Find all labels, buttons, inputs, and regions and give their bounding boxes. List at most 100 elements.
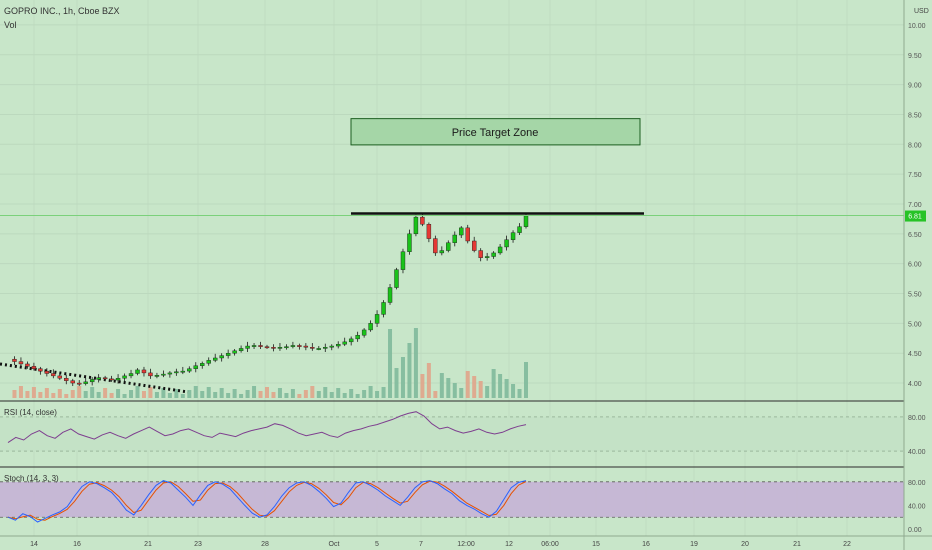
candle[interactable] xyxy=(452,231,457,247)
candle[interactable] xyxy=(64,374,69,385)
candle[interactable] xyxy=(355,331,360,342)
candle[interactable] xyxy=(206,357,211,366)
candle[interactable] xyxy=(297,343,302,350)
candle[interactable] xyxy=(25,361,30,369)
candle[interactable] xyxy=(342,337,347,347)
last-price-badge[interactable] xyxy=(905,210,926,222)
candle[interactable] xyxy=(258,341,263,350)
candle-body xyxy=(368,323,373,331)
candle[interactable] xyxy=(161,370,166,378)
candle[interactable] xyxy=(180,366,186,375)
candle[interactable] xyxy=(38,366,43,375)
candle[interactable] xyxy=(51,369,56,379)
descending-trendline[interactable] xyxy=(0,362,189,394)
candle[interactable] xyxy=(329,344,334,351)
candle[interactable] xyxy=(264,344,270,350)
candle[interactable] xyxy=(510,230,516,243)
candle[interactable] xyxy=(135,368,140,376)
candle[interactable] xyxy=(57,373,62,381)
candle[interactable] xyxy=(478,248,483,262)
candle[interactable] xyxy=(303,343,309,351)
candle[interactable] xyxy=(394,267,399,290)
candle[interactable] xyxy=(368,320,373,332)
candle[interactable] xyxy=(374,310,380,327)
candle[interactable] xyxy=(433,235,438,256)
candle[interactable] xyxy=(472,236,477,253)
volume-label[interactable]: Vol xyxy=(4,20,17,30)
candle[interactable] xyxy=(18,357,24,367)
price-axis-background[interactable] xyxy=(904,0,932,550)
target-zone-box[interactable] xyxy=(350,118,641,146)
candle[interactable] xyxy=(361,328,367,338)
candle[interactable] xyxy=(484,252,490,261)
candle[interactable] xyxy=(238,345,244,353)
candle[interactable] xyxy=(167,371,173,378)
candle[interactable] xyxy=(219,353,224,362)
candle[interactable] xyxy=(109,375,114,382)
candle[interactable] xyxy=(31,362,37,371)
candle[interactable] xyxy=(89,377,95,386)
candle[interactable] xyxy=(154,372,160,379)
candle[interactable] xyxy=(439,246,445,256)
candle[interactable] xyxy=(122,373,127,382)
candle-body xyxy=(413,216,419,235)
candle[interactable] xyxy=(310,343,315,351)
candle[interactable] xyxy=(413,214,419,237)
candle-body xyxy=(258,345,263,347)
candle[interactable] xyxy=(277,343,283,351)
candle[interactable] xyxy=(290,341,296,349)
candle[interactable] xyxy=(446,240,451,253)
time-tick-label: 12 xyxy=(505,541,513,548)
candle[interactable] xyxy=(174,368,179,376)
volume-bar xyxy=(51,393,56,398)
candle[interactable] xyxy=(70,378,75,387)
candle[interactable] xyxy=(128,369,134,379)
rsi-label[interactable]: RSI (14, close) xyxy=(4,408,57,417)
candle[interactable] xyxy=(271,344,276,352)
candle[interactable] xyxy=(115,374,121,384)
candle[interactable] xyxy=(523,214,529,229)
candle[interactable] xyxy=(245,341,250,353)
candle[interactable] xyxy=(44,368,50,377)
candle[interactable] xyxy=(400,248,406,274)
stoch-label[interactable]: Stoch (14, 3, 3) xyxy=(4,474,59,483)
candle[interactable] xyxy=(504,235,509,251)
candle[interactable] xyxy=(426,222,432,243)
candle[interactable] xyxy=(251,343,257,350)
candle[interactable] xyxy=(187,366,192,373)
candle[interactable] xyxy=(141,366,147,377)
time-tick-label: 20 xyxy=(741,541,749,548)
candle[interactable] xyxy=(148,368,153,379)
candle[interactable] xyxy=(387,283,393,305)
candle[interactable] xyxy=(459,226,464,239)
candle[interactable] xyxy=(96,374,101,383)
candle[interactable] xyxy=(83,377,88,386)
candle[interactable] xyxy=(517,223,522,236)
candle[interactable] xyxy=(491,251,496,259)
candle[interactable] xyxy=(316,346,321,351)
candle-body xyxy=(381,302,386,315)
volume-bar xyxy=(90,387,95,398)
symbol-title[interactable]: GOPRO INC., 1h, Cboe BZX xyxy=(4,6,120,16)
candle[interactable] xyxy=(193,362,198,373)
candle[interactable] xyxy=(200,361,205,369)
candle[interactable] xyxy=(232,349,237,356)
candle-body xyxy=(472,240,477,251)
candle[interactable] xyxy=(212,353,218,363)
candle[interactable] xyxy=(284,344,289,350)
candle[interactable] xyxy=(77,380,82,387)
candle[interactable] xyxy=(225,349,231,359)
candle[interactable] xyxy=(12,356,17,366)
candle[interactable] xyxy=(336,341,341,349)
candle[interactable] xyxy=(497,243,503,255)
candle[interactable] xyxy=(465,224,470,244)
volume-bar xyxy=(206,387,211,398)
volume-bar xyxy=(426,363,431,398)
candlesticks[interactable] xyxy=(12,213,529,387)
candle[interactable] xyxy=(348,336,354,346)
candle[interactable] xyxy=(381,300,386,318)
candle[interactable] xyxy=(323,343,328,353)
volume-bar xyxy=(252,386,257,398)
candle[interactable] xyxy=(407,229,412,255)
candle[interactable] xyxy=(102,375,108,382)
